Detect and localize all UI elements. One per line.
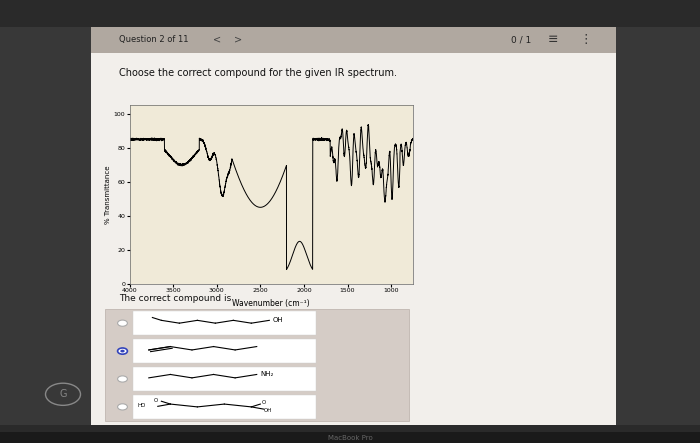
Text: >: > (234, 35, 243, 45)
Bar (91, 27, 616, 53)
Bar (616, 0, 700, 443)
Text: Choose the correct compound for the given IR spectrum.: Choose the correct compound for the give… (119, 68, 397, 78)
Circle shape (118, 376, 127, 382)
Text: O: O (262, 400, 267, 405)
Bar (133, 339, 316, 363)
Text: The correct compound is: The correct compound is (119, 294, 231, 303)
Text: OH: OH (273, 317, 284, 323)
Text: O: O (154, 398, 158, 403)
Bar (91, 53, 616, 425)
Bar (0, 432, 700, 443)
Bar (0, 0, 700, 27)
Bar (0, 0, 91, 443)
Y-axis label: % Transmittance: % Transmittance (105, 165, 111, 224)
Text: 0 / 1: 0 / 1 (511, 35, 531, 44)
Bar (0, 425, 700, 443)
Text: Question 2 of 11: Question 2 of 11 (119, 35, 188, 44)
Bar (105, 309, 409, 421)
Bar (133, 311, 316, 335)
Circle shape (118, 320, 127, 326)
X-axis label: Wavenumber (cm⁻¹): Wavenumber (cm⁻¹) (232, 299, 310, 307)
Circle shape (120, 350, 125, 353)
Bar (133, 367, 316, 391)
Circle shape (118, 348, 127, 354)
Text: <: < (214, 35, 222, 45)
Text: OH: OH (264, 408, 272, 413)
Bar (133, 395, 316, 419)
Text: G: G (60, 389, 66, 399)
Text: NH₂: NH₂ (260, 372, 274, 377)
Text: HO: HO (138, 403, 146, 408)
Text: ≡: ≡ (547, 33, 559, 47)
Circle shape (118, 404, 127, 410)
Text: ⋮: ⋮ (580, 33, 592, 47)
Bar (91, 27, 616, 425)
Text: MacBook Pro: MacBook Pro (328, 435, 372, 441)
